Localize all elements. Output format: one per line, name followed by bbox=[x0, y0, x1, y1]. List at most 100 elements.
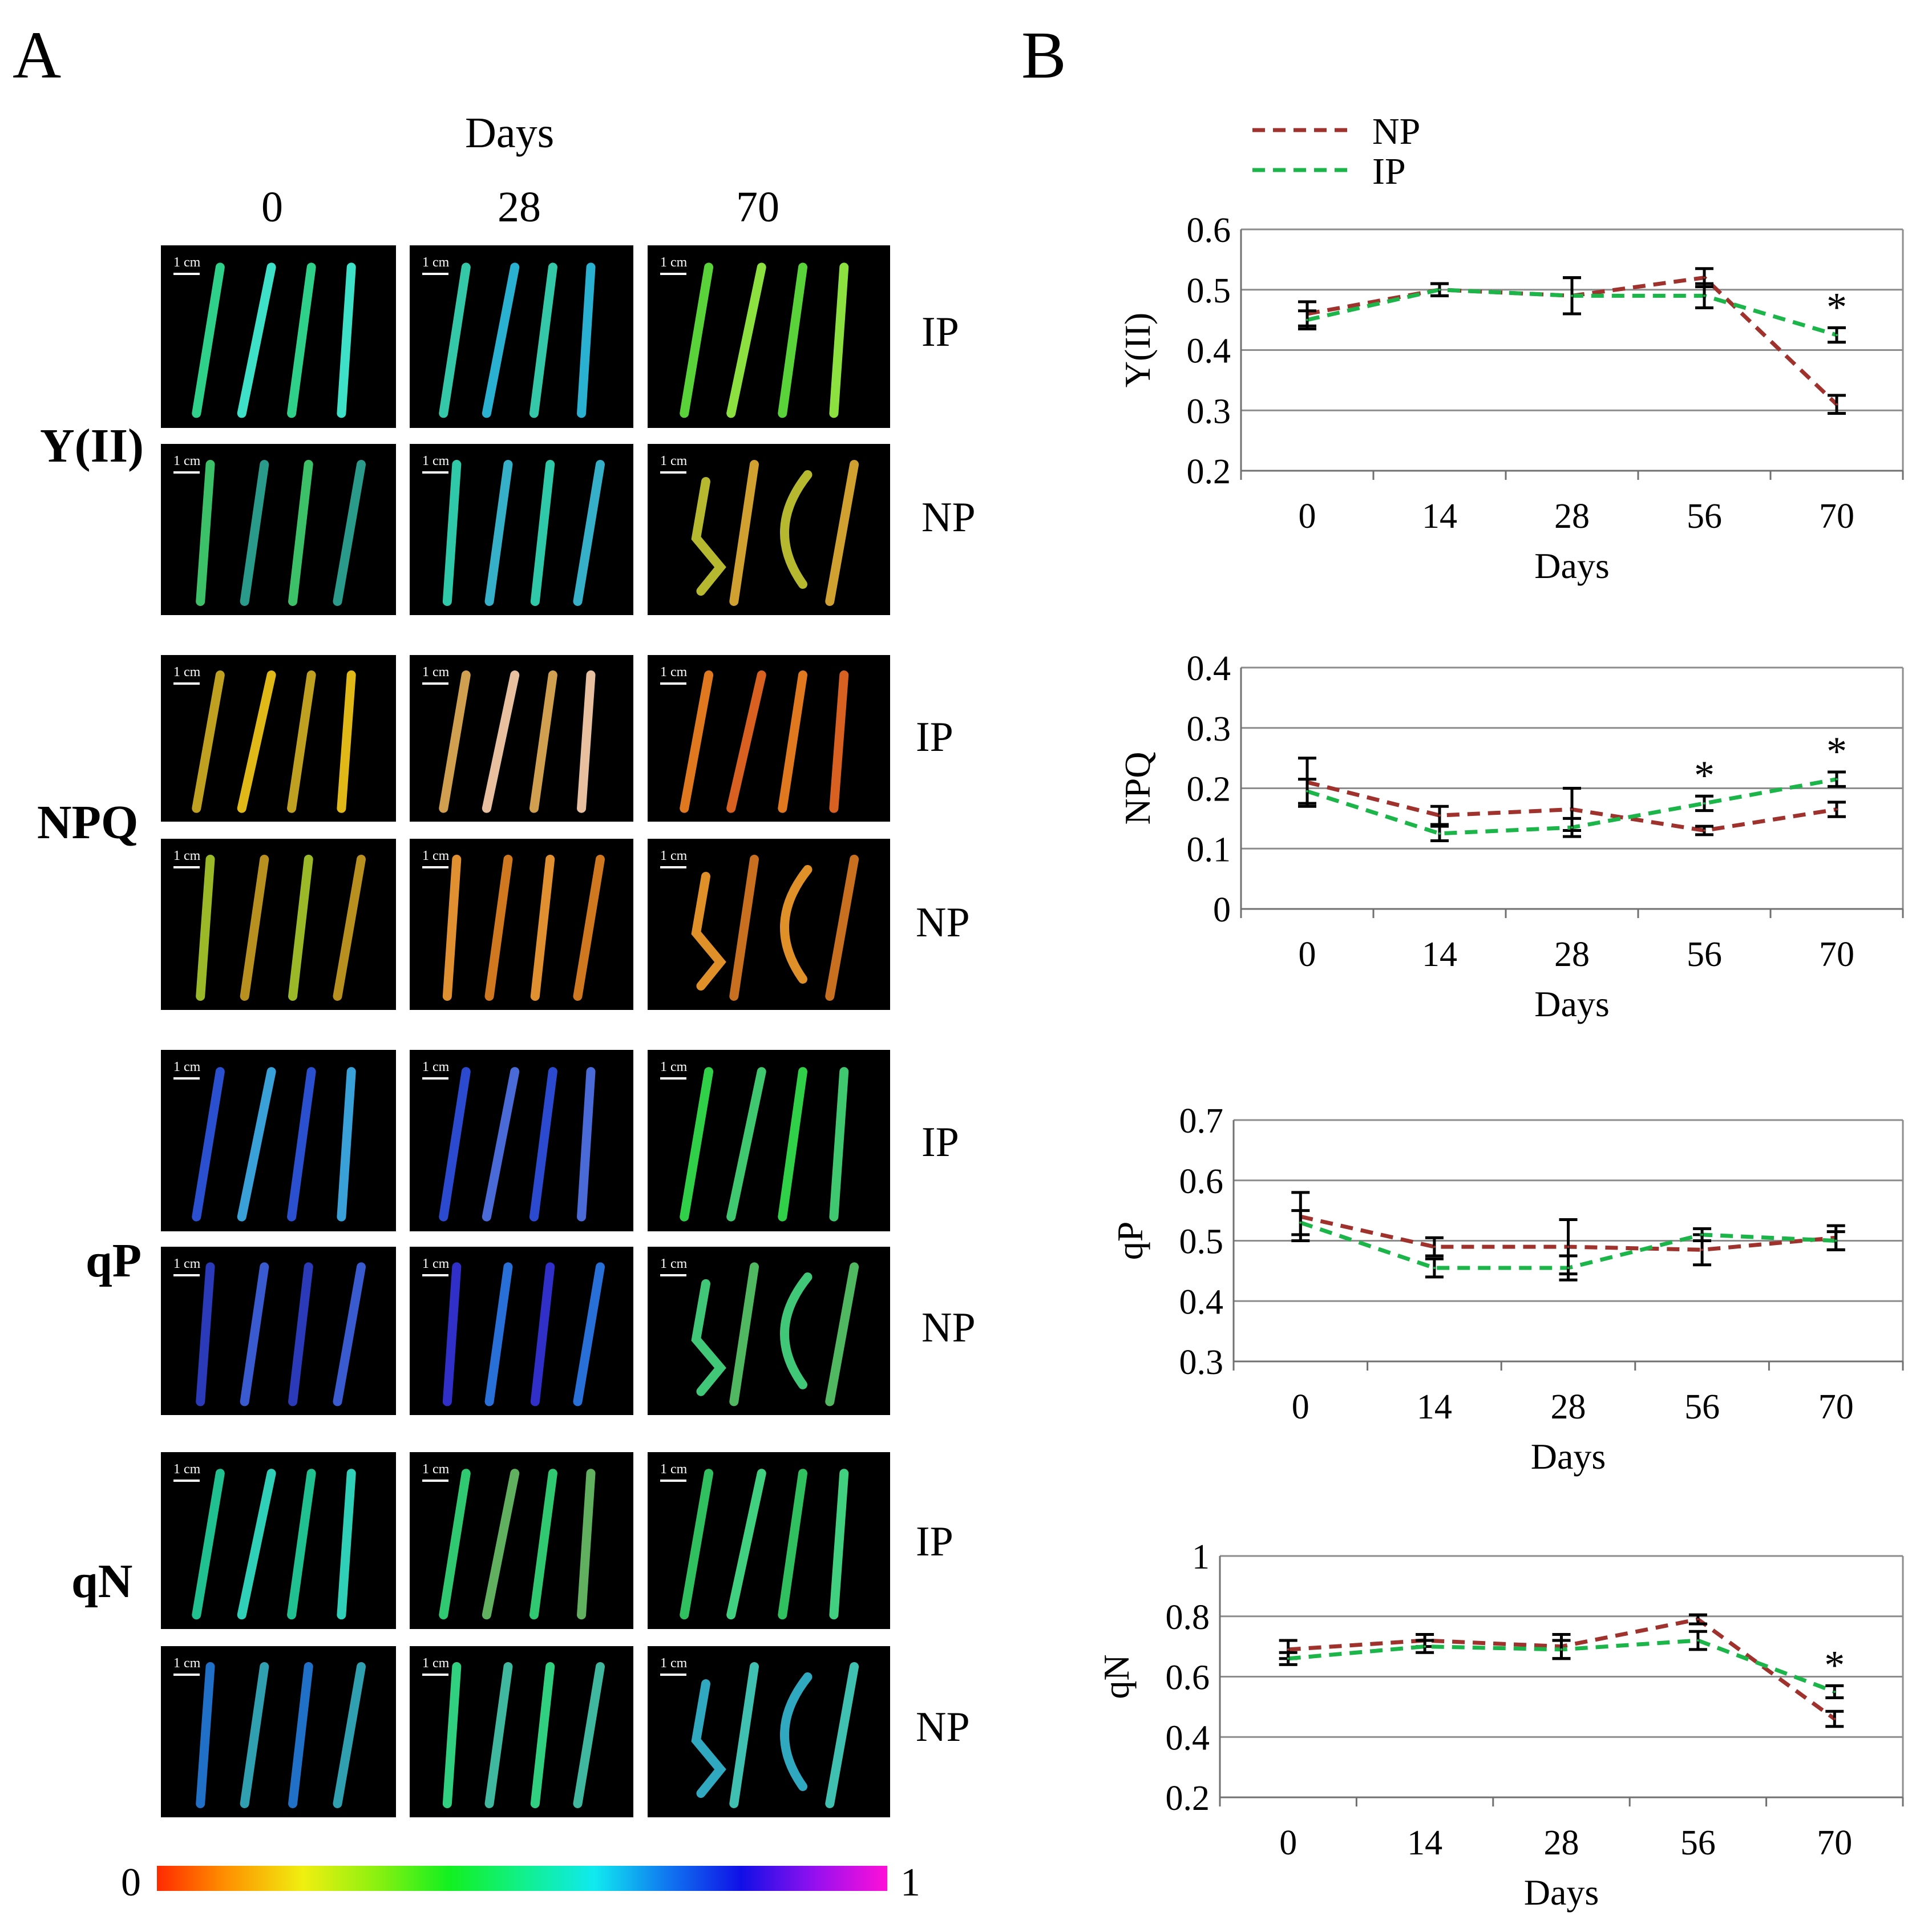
data-point bbox=[1703, 276, 1705, 279]
row-label-qn: qN bbox=[71, 1555, 133, 1608]
scale-bar-label: 1 cm bbox=[422, 848, 450, 863]
x-tick-label: 28 bbox=[1551, 1388, 1586, 1426]
row-label-npq: NPQ bbox=[37, 796, 139, 849]
scale-bar: 1 cm bbox=[173, 1656, 200, 1676]
stem-sample bbox=[534, 1473, 553, 1615]
stem-sample bbox=[696, 1684, 721, 1793]
stem-sample bbox=[782, 1072, 803, 1216]
stem-sample bbox=[577, 1267, 600, 1401]
stem-sample bbox=[196, 675, 220, 809]
data-point bbox=[1567, 1246, 1570, 1248]
stem-sample bbox=[443, 1072, 466, 1216]
y-tick-label: 0.4 bbox=[1179, 1283, 1224, 1321]
fluorescence-image: 1 cm bbox=[161, 655, 396, 822]
data-point bbox=[1696, 1639, 1699, 1642]
y-tick-label: 0.1 bbox=[1187, 830, 1231, 869]
x-tick-label: 70 bbox=[1819, 497, 1854, 536]
stem-sample bbox=[293, 1667, 309, 1804]
stem-sample bbox=[293, 1267, 309, 1401]
stem-sample bbox=[731, 1473, 762, 1615]
stem-sample bbox=[245, 1267, 265, 1401]
legend-label-ip: IP bbox=[1372, 151, 1406, 192]
scale-bar-label: 1 cm bbox=[173, 848, 201, 863]
scale-bar: 1 cm bbox=[660, 1656, 687, 1676]
scale-bar-label: 1 cm bbox=[660, 454, 688, 468]
stem-sample bbox=[830, 859, 854, 996]
treatment-label-ip: IP bbox=[921, 309, 959, 355]
fluorescence-image: 1 cm bbox=[410, 1646, 633, 1817]
scale-bar-label: 1 cm bbox=[173, 1256, 201, 1271]
legend-label-np: NP bbox=[1372, 111, 1420, 152]
scale-bar: 1 cm bbox=[173, 1257, 200, 1276]
scale-bar-label: 1 cm bbox=[422, 1060, 450, 1074]
fluorescence-image: 1 cm bbox=[161, 1452, 396, 1629]
stem-sample bbox=[731, 1072, 762, 1216]
treatment-label-np: NP bbox=[921, 1304, 976, 1351]
y-axis-label: Y(II) bbox=[1117, 313, 1158, 387]
stem-sample bbox=[447, 1667, 456, 1804]
stem-sample bbox=[581, 1072, 591, 1216]
stem-sample bbox=[490, 859, 508, 996]
stem-sample bbox=[200, 859, 210, 996]
stem-sample bbox=[196, 1072, 220, 1216]
column-label-28: 28 bbox=[498, 183, 541, 231]
y-tick-label: 0.2 bbox=[1166, 1779, 1210, 1818]
stem-sample bbox=[684, 1473, 709, 1615]
y-tick-label: 0.3 bbox=[1187, 710, 1231, 749]
scale-bar: 1 cm bbox=[660, 1060, 687, 1080]
scale-bar: 1 cm bbox=[422, 1060, 449, 1080]
panel-letter-b: B bbox=[1021, 18, 1066, 92]
stem-sample bbox=[337, 1667, 361, 1804]
stem-sample bbox=[731, 675, 762, 809]
stem-sample bbox=[242, 675, 272, 809]
scale-bar: 1 cm bbox=[660, 849, 687, 868]
stem-sample bbox=[443, 675, 466, 809]
stem-sample bbox=[292, 1473, 312, 1615]
stem-sample bbox=[785, 870, 808, 979]
fluorescence-image: 1 cm bbox=[410, 444, 633, 615]
x-tick-label: 70 bbox=[1817, 1824, 1852, 1862]
x-axis-label: Days bbox=[1531, 1436, 1606, 1477]
fluorescence-image: 1 cm bbox=[648, 1452, 890, 1629]
data-point bbox=[1560, 1648, 1563, 1651]
stem-sample bbox=[785, 1277, 808, 1385]
treatment-label-np: NP bbox=[916, 899, 970, 946]
y-tick-label: 0.2 bbox=[1187, 452, 1231, 491]
y-axis-label: qN bbox=[1096, 1654, 1137, 1699]
data-point bbox=[1703, 829, 1705, 832]
data-point bbox=[1299, 1221, 1302, 1224]
data-point bbox=[1571, 826, 1573, 829]
stem-sample bbox=[447, 859, 456, 996]
stem-sample bbox=[443, 1473, 466, 1615]
scale-bar: 1 cm bbox=[660, 1257, 687, 1276]
fluorescence-image: 1 cm bbox=[410, 1050, 633, 1231]
fluorescence-image: 1 cm bbox=[161, 444, 396, 615]
x-tick-label: 28 bbox=[1544, 1824, 1579, 1862]
colorbar-max-label: 1 bbox=[900, 1861, 920, 1905]
data-point bbox=[1836, 334, 1838, 337]
scale-bar-label: 1 cm bbox=[173, 454, 201, 468]
data-point bbox=[1424, 1645, 1426, 1648]
y-tick-label: 0.5 bbox=[1179, 1223, 1224, 1262]
scale-bar: 1 cm bbox=[422, 1257, 449, 1276]
fluorescence-image: 1 cm bbox=[161, 839, 396, 1010]
row-label-qp: qP bbox=[86, 1234, 142, 1287]
scale-bar: 1 cm bbox=[660, 256, 687, 275]
data-point bbox=[1306, 318, 1308, 321]
scale-bar-label: 1 cm bbox=[660, 1060, 688, 1074]
treatment-label-ip: IP bbox=[916, 714, 953, 761]
y-axis-label: qP bbox=[1110, 1222, 1150, 1260]
stem-sample bbox=[782, 1473, 803, 1615]
x-tick-label: 28 bbox=[1554, 935, 1590, 974]
y-tick-label: 0.6 bbox=[1166, 1659, 1210, 1697]
stem-sample bbox=[242, 1072, 272, 1216]
x-tick-label: 56 bbox=[1684, 1388, 1720, 1426]
scale-bar: 1 cm bbox=[660, 454, 687, 474]
stem-sample bbox=[830, 1267, 854, 1401]
data-point bbox=[1834, 1239, 1837, 1242]
stem-sample bbox=[293, 464, 309, 601]
scale-bar-label: 1 cm bbox=[660, 665, 688, 680]
fluorescence-image: 1 cm bbox=[161, 1050, 396, 1231]
x-tick-label: 0 bbox=[1299, 935, 1316, 974]
fluorescence-image: 1 cm bbox=[648, 655, 890, 822]
